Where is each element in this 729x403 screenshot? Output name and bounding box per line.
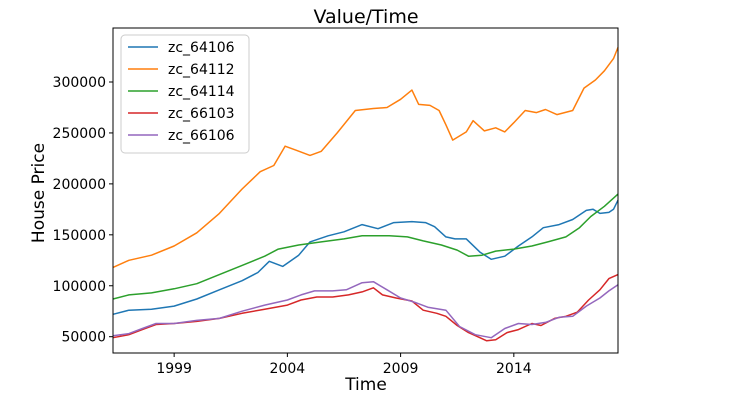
- legend-label-zc_64106: zc_64106: [168, 40, 235, 56]
- x-tick-label: 2014: [496, 361, 532, 377]
- y-tick-label: 300000: [53, 75, 106, 91]
- y-tick-label: 100000: [53, 279, 106, 295]
- legend-label-zc_64114: zc_64114: [168, 84, 235, 100]
- y-tick-label: 200000: [53, 177, 106, 193]
- y-tick-label: 250000: [53, 126, 106, 142]
- series-layer: [112, 47, 619, 342]
- y-tick-label: 150000: [53, 228, 106, 244]
- series-line-zc_64112: [112, 47, 619, 269]
- y-tick-label: 50000: [61, 330, 106, 346]
- x-tick-label: 2009: [383, 361, 419, 377]
- series-line-zc_66103: [112, 273, 619, 342]
- series-line-zc_64106: [112, 199, 619, 316]
- x-tick-label: 1999: [156, 361, 192, 377]
- x-axis-ticks: 1999 2004 2009 2014: [156, 353, 532, 377]
- legend-box: [120, 34, 250, 154]
- chart-title: Value/Time: [313, 6, 418, 28]
- series-line-zc_66106: [112, 280, 619, 339]
- x-tick-label: 2004: [270, 361, 306, 377]
- legend-label-zc_66106: zc_66106: [168, 128, 235, 144]
- legend-label-zc_64112: zc_64112: [168, 62, 235, 78]
- legend: zc_64106 zc_64112 zc_64114 zc_66103 zc_66106: [120, 34, 250, 154]
- series-line-zc_64114: [112, 193, 619, 300]
- y-axis-ticks: 50000 100000 150000 200000 250000 300000: [53, 75, 113, 346]
- plot-frame: [112, 27, 619, 354]
- x-axis-title: Time: [344, 375, 387, 395]
- y-axis-title: House Price: [29, 143, 49, 243]
- legend-label-zc_66103: zc_66103: [168, 106, 235, 122]
